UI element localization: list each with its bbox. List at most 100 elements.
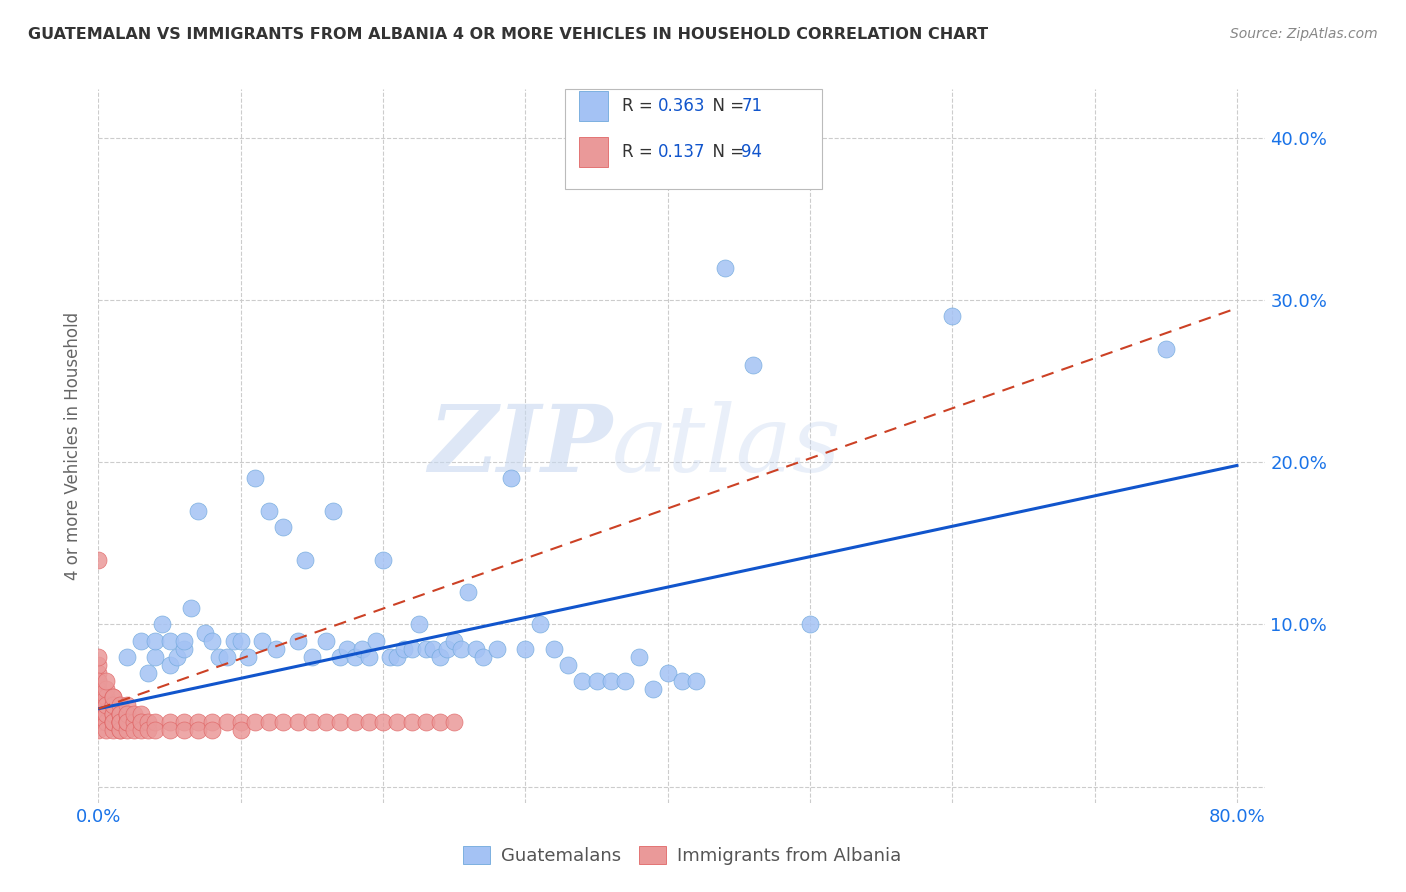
Point: [94, 706, 117, 721]
Text: R =: R =: [623, 97, 658, 115]
Text: N =: N =: [702, 97, 749, 115]
Point: [422, 641, 444, 656]
Point: [159, 633, 181, 648]
Point: [136, 714, 159, 729]
Point: [215, 649, 238, 664]
Point: [485, 641, 508, 656]
Point: [350, 641, 373, 656]
Point: [87, 674, 110, 689]
Point: [87, 682, 110, 697]
Point: [159, 657, 181, 672]
Point: [122, 706, 145, 721]
Point: [394, 641, 416, 656]
Point: [357, 649, 380, 664]
Point: [94, 706, 117, 721]
Point: [215, 714, 238, 729]
Legend: Guatemalans, Immigrants from Albania: Guatemalans, Immigrants from Albania: [456, 838, 908, 872]
Text: 71: 71: [741, 97, 762, 115]
Point: [101, 690, 124, 705]
Point: [273, 520, 295, 534]
Point: [585, 674, 607, 689]
Point: [364, 633, 387, 648]
Point: [657, 666, 679, 681]
Point: [415, 641, 437, 656]
Point: [501, 471, 523, 485]
Point: [599, 674, 621, 689]
Point: [129, 714, 152, 729]
Point: [436, 641, 458, 656]
Point: [336, 641, 359, 656]
Point: [94, 714, 117, 729]
Text: 0.363: 0.363: [658, 97, 704, 115]
Point: [387, 714, 409, 729]
Point: [557, 657, 579, 672]
Point: [87, 714, 110, 729]
Point: [101, 698, 124, 713]
Point: [187, 714, 209, 729]
Point: [408, 617, 430, 632]
Point: [87, 690, 110, 705]
Point: [322, 504, 344, 518]
Point: [87, 690, 110, 705]
Point: [87, 690, 110, 705]
Point: [108, 714, 131, 729]
Point: [287, 714, 309, 729]
Point: [87, 649, 110, 664]
Point: [187, 504, 209, 518]
Point: [222, 633, 245, 648]
Point: [329, 714, 352, 729]
Point: [471, 649, 494, 664]
Point: [429, 649, 451, 664]
Point: [643, 682, 665, 697]
Point: [229, 714, 252, 729]
Point: [152, 617, 174, 632]
Point: [101, 714, 124, 729]
Point: [257, 504, 280, 518]
Point: [243, 714, 266, 729]
Point: [450, 641, 472, 656]
Point: [628, 649, 651, 664]
Point: [401, 714, 423, 729]
Point: [122, 723, 145, 737]
Point: [713, 260, 735, 275]
Point: [94, 682, 117, 697]
Point: [143, 633, 166, 648]
Point: [201, 714, 224, 729]
Point: [529, 617, 551, 632]
Point: [87, 674, 110, 689]
Point: [457, 585, 479, 599]
Point: [101, 706, 124, 721]
Point: [108, 706, 131, 721]
Point: [429, 714, 451, 729]
Point: [357, 714, 380, 729]
Point: [87, 714, 110, 729]
Point: [87, 723, 110, 737]
Point: [87, 698, 110, 713]
Point: [343, 714, 366, 729]
Point: [229, 633, 252, 648]
Point: [87, 706, 110, 721]
Point: [401, 641, 423, 656]
Point: [294, 552, 316, 566]
Point: [180, 601, 202, 615]
Point: [87, 657, 110, 672]
Point: [287, 633, 309, 648]
Point: [329, 649, 352, 664]
Point: [136, 666, 159, 681]
Text: 94: 94: [741, 143, 762, 161]
Point: [208, 649, 231, 664]
Point: [129, 633, 152, 648]
Point: [194, 625, 217, 640]
Point: [101, 714, 124, 729]
Point: [129, 723, 152, 737]
Point: [159, 723, 181, 737]
Point: [1154, 342, 1177, 356]
Point: [371, 714, 394, 729]
Point: [671, 674, 693, 689]
Point: [236, 649, 259, 664]
Point: [108, 698, 131, 713]
Point: [94, 723, 117, 737]
Point: [229, 723, 252, 737]
Point: [173, 723, 195, 737]
Point: [315, 633, 337, 648]
